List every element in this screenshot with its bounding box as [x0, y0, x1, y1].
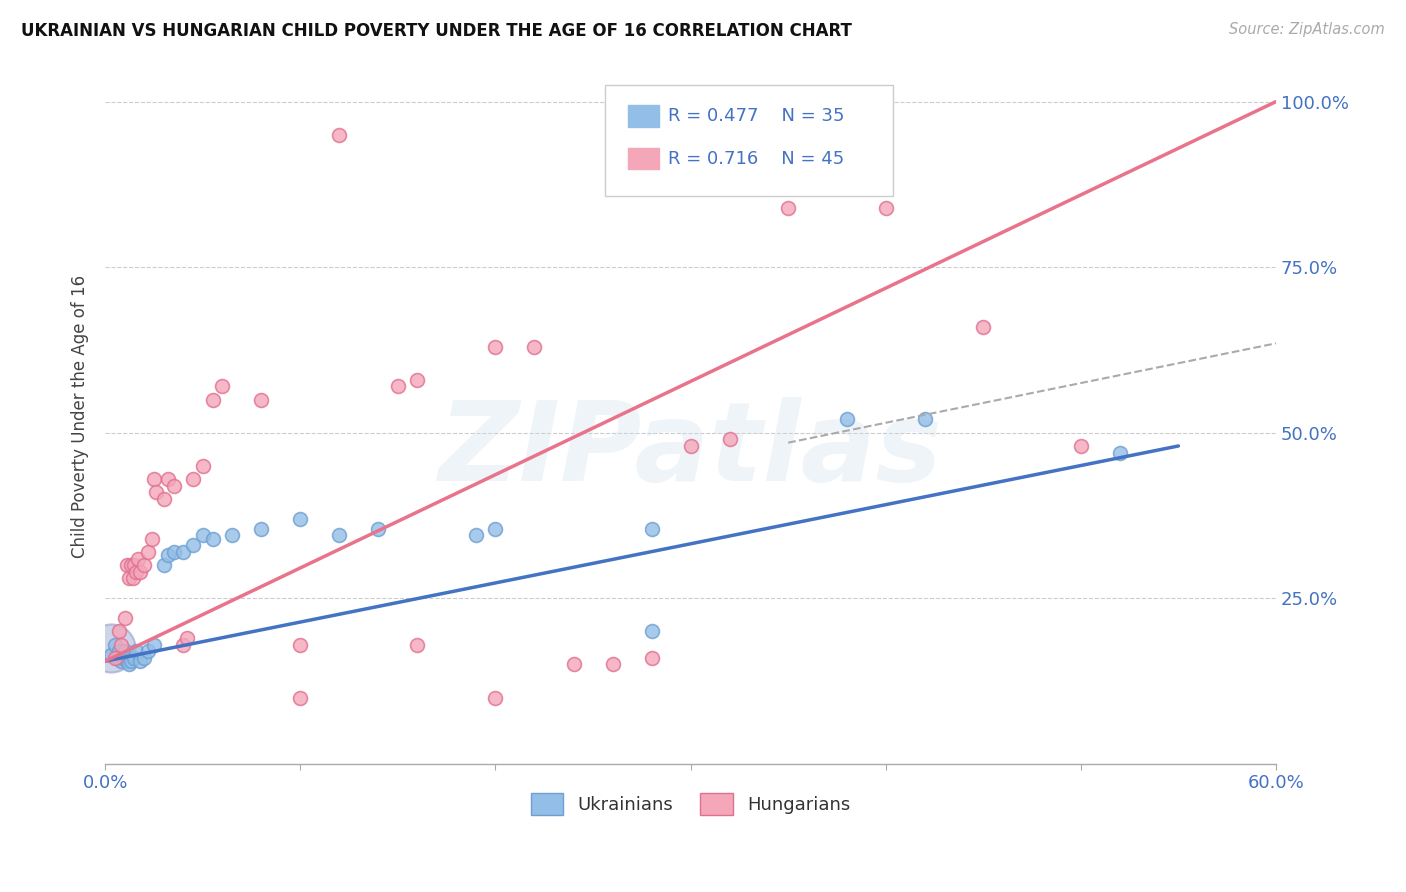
Point [221, 528, 243, 542]
Point [1070, 439, 1092, 453]
Point [100, 648, 122, 662]
Point [117, 571, 139, 585]
Point [156, 548, 179, 562]
Point [172, 638, 194, 652]
Point [406, 638, 429, 652]
Point [484, 522, 506, 536]
Point [124, 558, 146, 573]
Point [105, 651, 128, 665]
Point [114, 644, 136, 658]
Point [972, 319, 994, 334]
Point [640, 522, 662, 536]
Point [250, 392, 273, 407]
Point [914, 412, 936, 426]
Point [290, 638, 312, 652]
Point [104, 651, 127, 665]
Point [718, 433, 741, 447]
Point [181, 538, 204, 552]
Point [114, 611, 136, 625]
Point [465, 528, 488, 542]
Point [127, 551, 149, 566]
Point [523, 340, 546, 354]
Point [191, 528, 214, 542]
Text: Source: ZipAtlas.com: Source: ZipAtlas.com [1229, 22, 1385, 37]
Point [191, 458, 214, 473]
Point [115, 654, 138, 668]
Point [108, 624, 131, 639]
Point [835, 412, 858, 426]
Point [406, 373, 429, 387]
Point [778, 201, 800, 215]
Point [290, 512, 312, 526]
Point [172, 545, 194, 559]
Point [484, 340, 506, 354]
Point [125, 644, 148, 658]
Point [121, 571, 143, 585]
Point [115, 558, 138, 573]
Point [111, 651, 134, 665]
Point [108, 644, 131, 658]
Point [129, 654, 152, 668]
Y-axis label: Child Poverty Under the Age of 16: Child Poverty Under the Age of 16 [72, 275, 89, 558]
Point [250, 522, 273, 536]
Point [136, 545, 159, 559]
Text: ZIPatlas: ZIPatlas [439, 398, 942, 505]
Point [290, 690, 312, 705]
Text: R = 0.716    N = 45: R = 0.716 N = 45 [668, 150, 844, 168]
Point [562, 657, 585, 672]
Point [141, 532, 163, 546]
Point [484, 690, 506, 705]
Point [211, 379, 233, 393]
Point [640, 624, 662, 639]
Point [602, 657, 624, 672]
Point [201, 392, 224, 407]
Legend: Ukrainians, Hungarians: Ukrainians, Hungarians [522, 784, 859, 824]
Point [136, 644, 159, 658]
Point [110, 654, 132, 668]
Point [162, 545, 184, 559]
Point [181, 472, 204, 486]
Point [129, 565, 152, 579]
Point [124, 651, 146, 665]
Point [328, 528, 350, 542]
Point [120, 654, 142, 668]
Point [100, 640, 122, 655]
Point [367, 522, 389, 536]
Point [387, 379, 409, 393]
Point [145, 485, 167, 500]
Point [176, 631, 198, 645]
Point [328, 128, 350, 142]
Point [125, 565, 148, 579]
Text: UKRAINIAN VS HUNGARIAN CHILD POVERTY UNDER THE AGE OF 16 CORRELATION CHART: UKRAINIAN VS HUNGARIAN CHILD POVERTY UND… [21, 22, 852, 40]
Point [117, 657, 139, 672]
Point [162, 479, 184, 493]
Point [120, 558, 142, 573]
Point [143, 638, 166, 652]
Point [134, 651, 156, 665]
Point [201, 532, 224, 546]
Point [875, 201, 897, 215]
Point [143, 472, 166, 486]
Point [640, 651, 662, 665]
Point [1108, 445, 1130, 459]
Point [152, 491, 174, 506]
Point [134, 558, 156, 573]
Point [152, 558, 174, 573]
Point [110, 638, 132, 652]
Point [104, 638, 127, 652]
Point [156, 472, 179, 486]
Text: R = 0.477    N = 35: R = 0.477 N = 35 [668, 107, 845, 125]
Point [679, 439, 702, 453]
